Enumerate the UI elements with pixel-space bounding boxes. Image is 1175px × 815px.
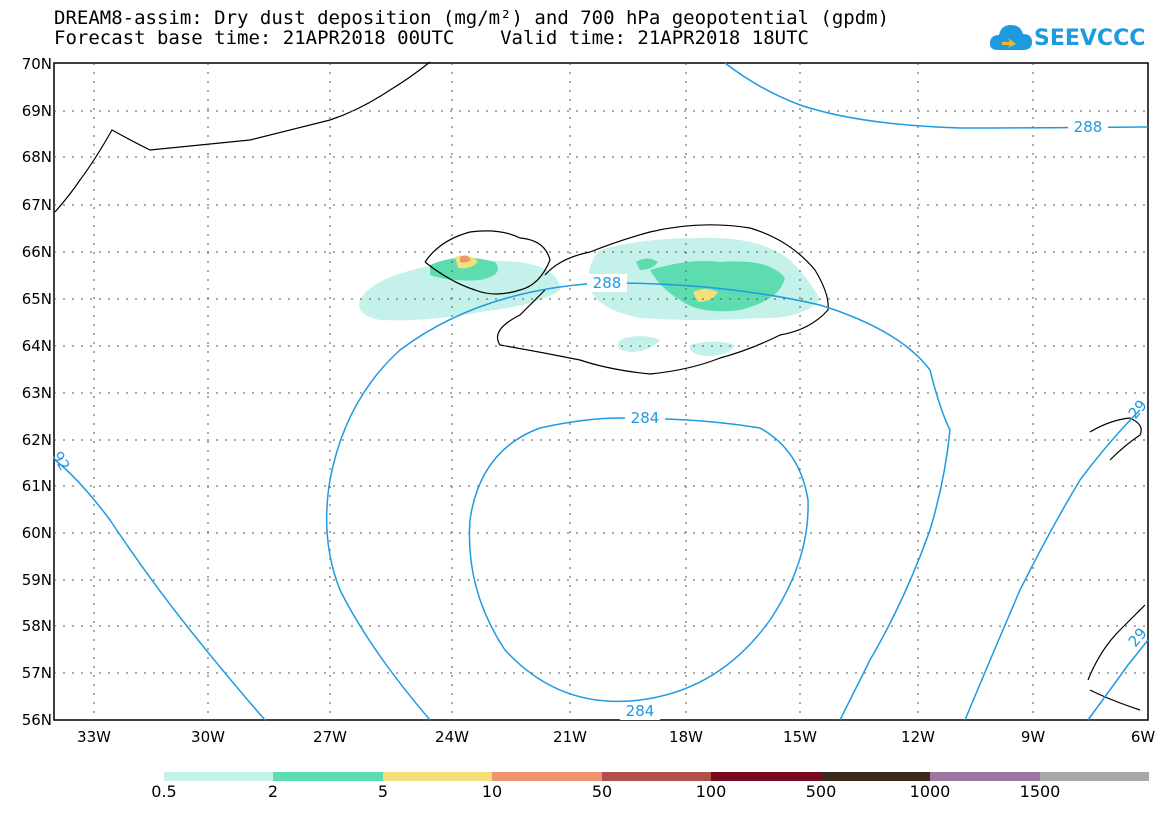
lat-label: 66N — [21, 243, 52, 261]
coastlines — [54, 61, 1146, 711]
lon-label: 9W — [1020, 728, 1046, 746]
cloud-icon — [989, 25, 1032, 50]
plot-frame — [53, 62, 1149, 721]
colorbar-swatch — [164, 772, 274, 781]
contour-label: 288 — [587, 274, 627, 292]
seevccc-logo: SEEVCCC — [988, 20, 1148, 60]
logo-text: SEEVCCC — [1034, 26, 1146, 51]
lat-label: 61N — [21, 477, 52, 495]
lon-label: 27W — [313, 728, 347, 746]
colorbar-label: 5 — [377, 782, 389, 801]
lon-label: 33W — [77, 728, 111, 746]
lon-label: 30W — [191, 728, 225, 746]
contour-label: 284 — [620, 702, 660, 720]
colorbar-swatch — [601, 772, 712, 781]
lon-label: 15W — [783, 728, 817, 746]
colorbar-swatch — [1039, 772, 1149, 781]
lat-label: 59N — [21, 571, 52, 589]
colorbar-swatch — [382, 772, 493, 781]
lat-label: 69N — [21, 102, 52, 120]
lat-label: 67N — [21, 196, 52, 214]
lon-label: 18W — [669, 728, 703, 746]
graticule — [54, 63, 1148, 720]
lat-label: 68N — [21, 148, 52, 166]
lon-label: 24W — [435, 728, 469, 746]
lat-label: 57N — [21, 664, 52, 682]
lat-label: 70N — [21, 55, 52, 73]
lat-label: 64N — [21, 337, 52, 355]
colorbar-label: 500 — [805, 782, 837, 801]
colorbar-swatch — [711, 772, 821, 781]
lon-label: 6W — [1130, 728, 1156, 746]
colorbar-swatch — [492, 772, 602, 781]
colorbar — [164, 772, 1149, 781]
lat-label: 58N — [21, 617, 52, 635]
contour-label: 288 — [1068, 118, 1108, 136]
colorbar-swatch — [930, 772, 1040, 781]
colorbar-label: 10 — [481, 782, 503, 801]
dust-shading — [359, 237, 820, 356]
colorbar-label: 1500 — [1019, 782, 1061, 801]
forecast-times: Forecast base time: 21APR2018 00UTC Vali… — [54, 27, 809, 49]
map-title: DREAM8-assim: Dry dust deposition (mg/m²… — [54, 7, 890, 29]
contour-label: 284 — [625, 409, 665, 427]
lat-label: 63N — [21, 384, 52, 402]
colorbar-label: 100 — [695, 782, 727, 801]
lon-label: 12W — [901, 728, 935, 746]
lat-label: 62N — [21, 431, 52, 449]
colorbar-label: 1000 — [909, 782, 951, 801]
colorbar-label: 0.5 — [151, 782, 177, 801]
lat-label: 60N — [21, 524, 52, 542]
lat-label: 56N — [21, 711, 52, 729]
colorbar-swatch — [820, 772, 931, 781]
lat-label: 65N — [21, 290, 52, 308]
colorbar-label: 2 — [267, 782, 279, 801]
geopotential-contours — [54, 62, 1149, 721]
colorbar-label: 50 — [591, 782, 613, 801]
lon-label: 21W — [553, 728, 587, 746]
colorbar-swatch — [273, 772, 383, 781]
